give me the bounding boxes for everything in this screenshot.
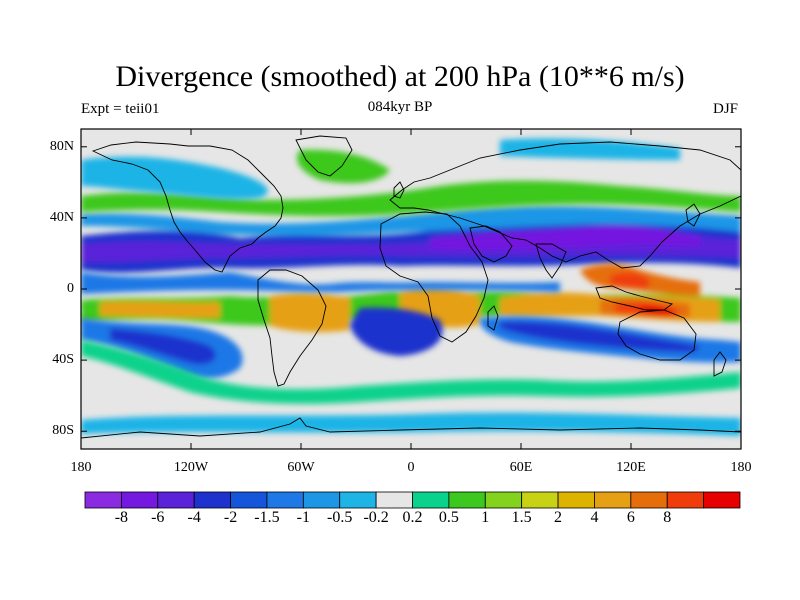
map-title: Divergence (smoothed) at 200 hPa (10**6 … — [115, 60, 685, 93]
colorbar — [84, 491, 741, 509]
colorbar-label: -0.2 — [363, 509, 389, 526]
coastline-antarctica — [81, 417, 741, 439]
colorbar-swatch — [521, 491, 559, 509]
field-layer — [81, 129, 741, 449]
colorbar-swatch — [448, 491, 486, 509]
lat-tick-label: 40S — [52, 352, 74, 368]
convergence-lobes-south — [81, 307, 741, 379]
colorbar-label: 8 — [663, 509, 672, 526]
colorbar-swatch — [557, 491, 595, 509]
colorbar-label: 1 — [481, 509, 490, 526]
green-bands — [81, 149, 741, 404]
coastline-madagascar — [487, 305, 499, 331]
lon-tick-label: 0 — [407, 460, 415, 475]
coastline-indonesia — [595, 285, 674, 311]
colorbar-swatch — [193, 491, 231, 509]
colorbar-swatch — [266, 491, 304, 509]
colorbar-label: -4 — [187, 509, 201, 526]
season-label: DJF — [712, 101, 738, 117]
coastline-arabia — [469, 225, 513, 263]
coastline-eurasia — [389, 141, 741, 269]
colorbar-swatch — [703, 491, 741, 509]
time-label: 084kyr BP — [367, 99, 433, 115]
coastlines — [81, 135, 741, 439]
coastline-africa — [379, 211, 489, 343]
coastline-australia — [617, 309, 697, 361]
coastline-south-america — [257, 269, 327, 387]
colorbar-label: -1 — [296, 509, 310, 526]
colorbar-swatch — [157, 491, 195, 509]
coastline-japan — [685, 203, 701, 227]
lon-tick-label: 120W — [173, 460, 209, 475]
colorbar-label: -8 — [114, 509, 129, 526]
colorbar-label: -6 — [151, 509, 165, 526]
coastline-north-america — [91, 141, 284, 273]
convergence-band-equatorial — [81, 272, 560, 294]
colorbar-swatch — [630, 491, 668, 509]
colorbar-label: -1.5 — [254, 509, 280, 526]
colorbar-swatch — [84, 491, 122, 509]
lon-tick-label: 180 — [730, 460, 752, 475]
colorbar-label: 0.2 — [402, 509, 423, 526]
colorbar-swatch — [484, 491, 523, 509]
lon-tick-label: 60W — [287, 460, 315, 475]
coastline-india — [535, 243, 567, 279]
lon-tick-label: 180 — [70, 460, 92, 475]
colorbar-swatch — [594, 491, 632, 509]
colorbar-label: 6 — [626, 509, 635, 526]
lat-tick-label: 80S — [52, 423, 74, 439]
colorbar-swatch — [230, 491, 268, 509]
coastline-greenland — [295, 135, 353, 177]
lat-tick-label: 40N — [49, 209, 74, 225]
lon-tick-label: 120E — [616, 460, 646, 475]
colorbar-label: 2 — [554, 509, 563, 526]
colorbar-label: 4 — [590, 509, 599, 526]
colorbar-label: -0.5 — [327, 509, 353, 526]
lon-tick-label: 60E — [509, 460, 533, 475]
lat-tick-label: 80N — [49, 138, 74, 154]
coastline-new-zealand — [713, 351, 727, 377]
map-frame — [80, 128, 742, 450]
colorbar-label: 0.5 — [438, 509, 459, 526]
colorbar-swatch — [339, 491, 377, 509]
convergence-band-north — [81, 206, 741, 273]
colorbar-swatch — [412, 491, 450, 509]
colorbar-swatch — [375, 491, 413, 509]
colorbar-label: 1.5 — [511, 509, 532, 526]
lat-tick-label: 0 — [67, 281, 74, 296]
colorbar-swatch — [302, 491, 341, 509]
experiment-label: Expt = teii01 — [81, 101, 160, 117]
colorbar-label: -2 — [223, 509, 238, 526]
colorbar-swatch — [120, 491, 159, 509]
coastline-uk — [393, 181, 405, 199]
colorbar-swatch — [666, 491, 705, 509]
